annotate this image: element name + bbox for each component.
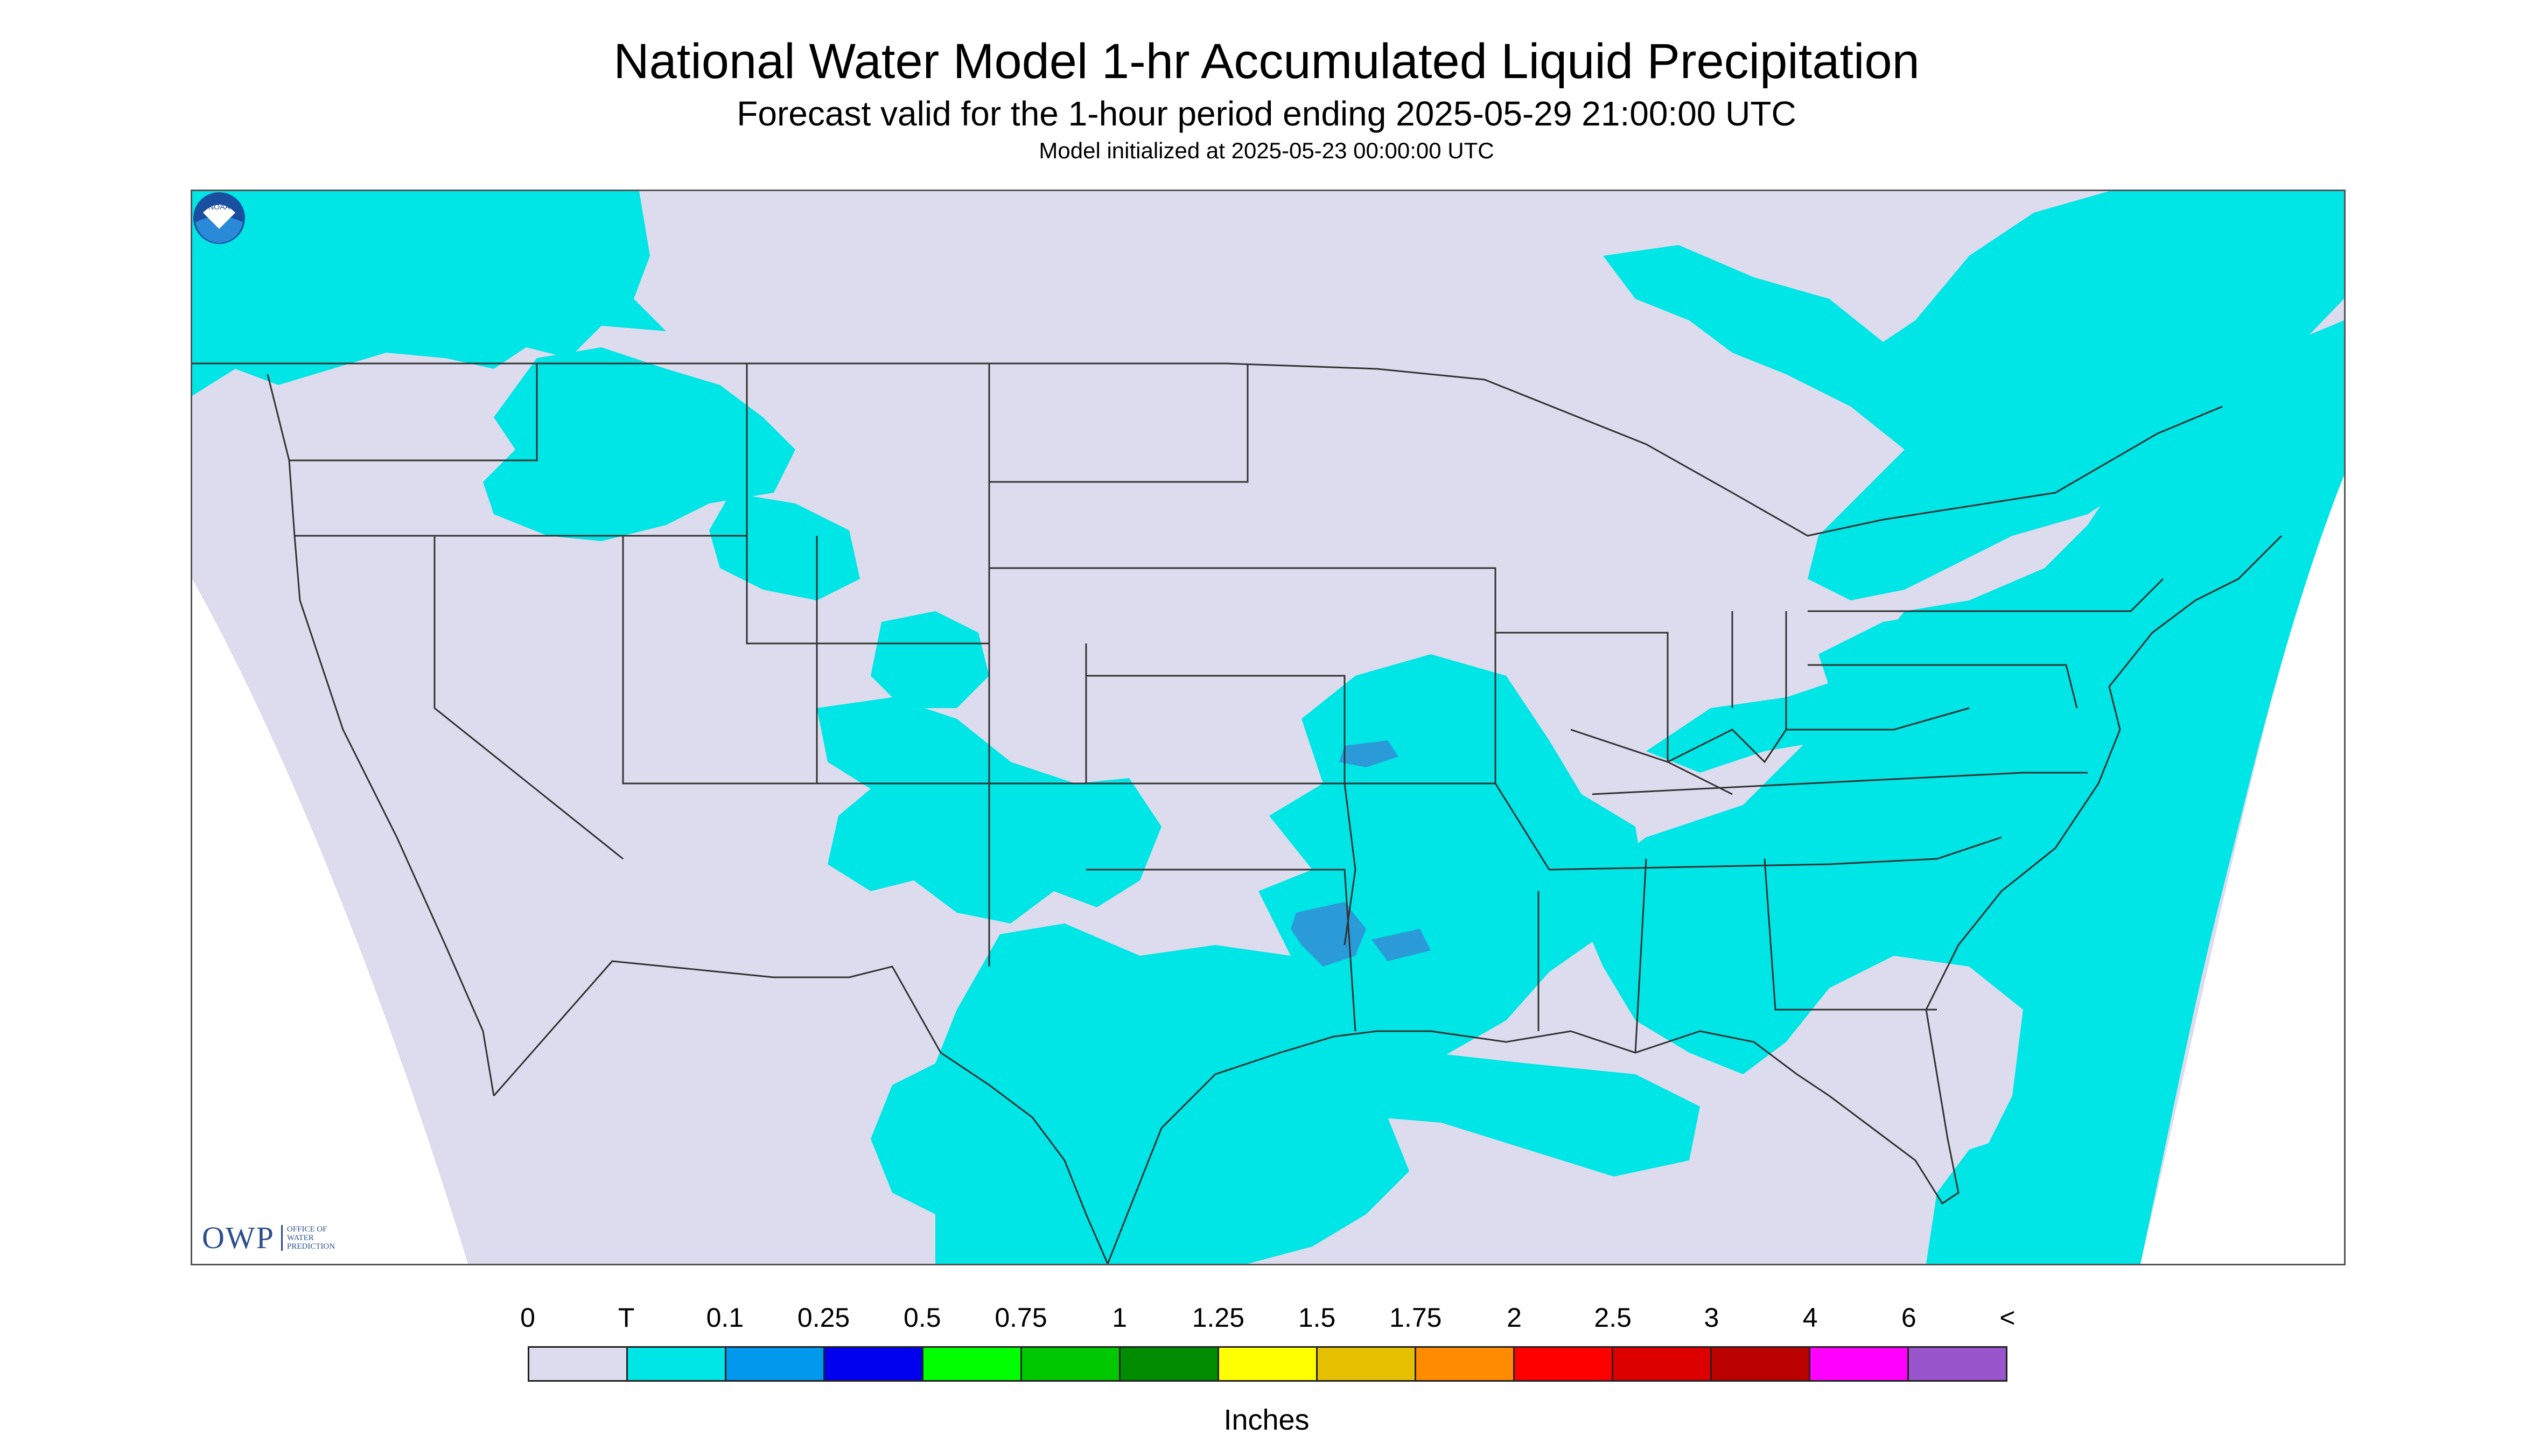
state-line-14 [1495, 632, 1733, 795]
legend-swatch-14 [1909, 1348, 2006, 1380]
precip-area-colorado [871, 611, 989, 708]
legend-swatch-1 [628, 1348, 726, 1380]
precip-color-legend [528, 1346, 2007, 1382]
state-line-10 [1086, 675, 1495, 785]
precip-area-great-lakes-canada [1603, 191, 2344, 600]
precip-area-pacific-northwest [192, 191, 666, 396]
precip-moderate-louisiana [1372, 929, 1431, 961]
state-line-17 [1634, 858, 1647, 1053]
state-line-15 [1549, 836, 2002, 871]
legend-tick-label: 0.5 [904, 1303, 941, 1333]
owp-sub-line-1: OFFICE OF [286, 1224, 327, 1234]
legend-tick-label: 0.75 [995, 1303, 1047, 1333]
legend-swatch-8 [1318, 1348, 1416, 1380]
forecast-valid-subtitle: Forecast valid for the 1-hour period end… [737, 94, 1796, 133]
map-title: National Water Model 1-hr Accumulated Li… [613, 34, 1920, 89]
us-canada-border [192, 362, 2223, 537]
legend-tick-label: 4 [1802, 1303, 1818, 1333]
precip-area-gulf-coast [1345, 1053, 1700, 1177]
noaa-logo-text: NOAA [208, 202, 230, 211]
legend-swatch-0 [529, 1348, 628, 1380]
legend-tick-label: 2.5 [1594, 1303, 1632, 1333]
owp-logo-subtext: OFFICE OF WATER PREDICTION [281, 1224, 335, 1251]
state-line-19 [1592, 772, 2088, 795]
legend-tick-label: 6 [1901, 1303, 1916, 1333]
mexico-border [493, 960, 1109, 1264]
legend-tick-label: 1 [1112, 1303, 1128, 1333]
owp-sub-line-2: WATER [286, 1233, 314, 1242]
legend-swatch-7 [1219, 1348, 1318, 1380]
legend-swatch-11 [1613, 1348, 1712, 1380]
state-boundaries [192, 362, 2283, 1264]
legend-swatch-3 [825, 1348, 923, 1380]
legend-tick-label: < [1999, 1303, 2016, 1333]
state-line-20 [1808, 578, 2164, 612]
precip-area-florida-keys [1926, 1139, 2012, 1264]
precip-area-south-central [871, 654, 1646, 1264]
state-line-22 [1785, 611, 1970, 731]
noaa-logo: NOAA [193, 192, 245, 244]
model-init-text: Model initialized at 2025-05-23 00:00:00… [1039, 138, 1494, 163]
precip-area-southeast-atlantic [1571, 320, 2344, 1264]
precip-moderate-areas [1291, 740, 1431, 967]
legend-swatch-13 [1810, 1348, 1909, 1380]
owp-sub-line-3: PREDICTION [286, 1242, 335, 1251]
legend-tick-label: 0 [520, 1303, 535, 1333]
precip-area-mid-atlantic [1818, 600, 2055, 719]
legend-swatch-4 [923, 1348, 1022, 1380]
legend-swatch-5 [1022, 1348, 1121, 1380]
legend-tick-label: 1.5 [1298, 1303, 1336, 1333]
legend-tick-label: 0.25 [797, 1303, 850, 1333]
state-line-11 [989, 782, 1356, 946]
legend-tick-label: 1.25 [1192, 1303, 1245, 1333]
state-line-24 [1570, 729, 1787, 764]
state-line-8 [989, 363, 1249, 483]
legend-swatch-9 [1416, 1348, 1515, 1380]
precip-moderate-missouri [1339, 740, 1398, 767]
state-line-1 [289, 363, 538, 461]
owp-logo-text: OWP [202, 1220, 275, 1255]
legend-tick-label: 0.1 [706, 1303, 744, 1333]
precip-area-montana-idaho [483, 347, 795, 541]
map-svg [192, 191, 2344, 1264]
legend-tick-label: T [618, 1303, 635, 1333]
state-line-3 [433, 536, 624, 860]
state-line-21 [1808, 664, 2078, 709]
state-line-13 [1302, 567, 1550, 870]
legend-swatch-12 [1712, 1348, 1810, 1380]
legend-swatch-10 [1515, 1348, 1613, 1380]
legend-swatch-6 [1121, 1348, 1219, 1380]
gulf-coast-line [1107, 535, 2283, 1264]
owp-logo: OWP OFFICE OF WATER PREDICTION [202, 1220, 335, 1256]
legend-units-label: Inches [1223, 1404, 1310, 1436]
legend-swatch-2 [726, 1348, 825, 1380]
legend-tick-label: 2 [1507, 1303, 1522, 1333]
precip-trace-areas [192, 191, 2344, 1264]
precipitation-map: OWP OFFICE OF WATER PREDICTION NOAA [191, 190, 2346, 1265]
precip-area-texas-border [935, 1117, 1097, 1264]
state-line-18 [1764, 858, 1937, 1011]
west-coast-line [267, 374, 495, 1096]
legend-tick-label: 3 [1704, 1303, 1719, 1333]
state-line-12 [1086, 869, 1356, 1032]
state-line-6 [816, 643, 1087, 785]
legend-tick-label: 1.75 [1389, 1303, 1442, 1333]
